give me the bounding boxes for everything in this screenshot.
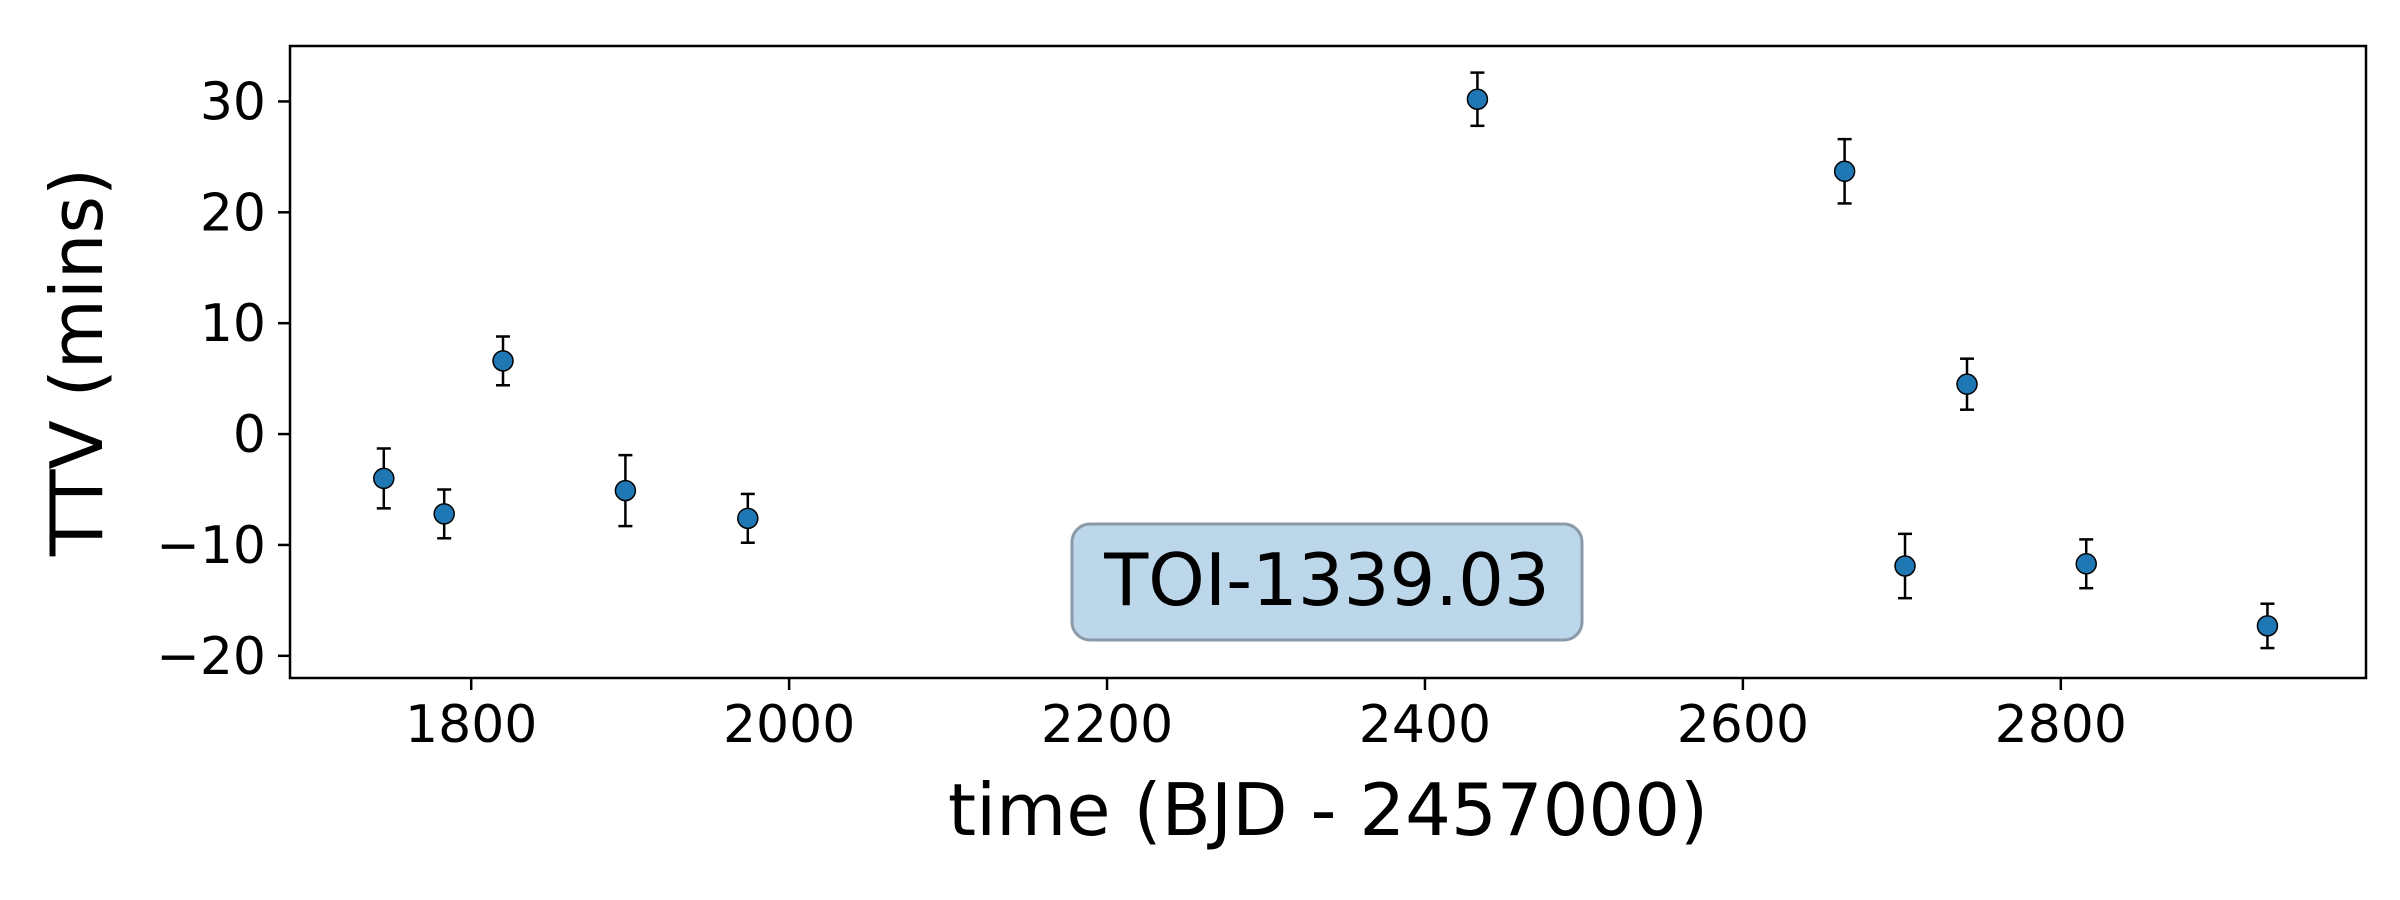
y-tick-label: −10 bbox=[156, 516, 266, 576]
marker bbox=[1833, 160, 1856, 183]
annotation-label: TOI-1339.03 bbox=[1103, 538, 1550, 622]
marker bbox=[373, 467, 395, 490]
x-axis-title: time (BJD - 2457000) bbox=[948, 768, 1708, 852]
plot-frame bbox=[288, 44, 2368, 680]
data-point bbox=[1894, 532, 1916, 600]
marker bbox=[614, 479, 637, 502]
x-tick-label: 1800 bbox=[405, 695, 537, 755]
x-tick-label: 2800 bbox=[1995, 695, 2127, 755]
marker bbox=[433, 503, 455, 525]
data-point bbox=[433, 488, 455, 540]
data-point bbox=[2075, 538, 2097, 590]
data-points bbox=[373, 71, 2279, 650]
data-point bbox=[1956, 357, 1978, 411]
annotation-box: TOI-1339.03 bbox=[1070, 522, 1584, 642]
y-axis-title: TTV (mins) bbox=[35, 168, 119, 557]
x-tick-label: 2200 bbox=[1041, 695, 1173, 755]
marker bbox=[737, 507, 759, 530]
y-tick-label: 20 bbox=[200, 183, 266, 243]
marker bbox=[492, 350, 514, 372]
data-point bbox=[2256, 602, 2279, 650]
marker bbox=[1956, 373, 1978, 395]
y-axis: −20 −10 0 10 20 30 bbox=[156, 72, 290, 687]
data-point bbox=[492, 335, 514, 387]
x-axis: 1800 2000 2200 2400 2600 2800 bbox=[405, 678, 2127, 755]
data-point bbox=[373, 447, 395, 510]
annotation-background bbox=[1070, 522, 1584, 642]
x-tick-label: 2600 bbox=[1677, 695, 1809, 755]
x-tick-label: 2000 bbox=[723, 695, 855, 755]
x-tick-label: 2400 bbox=[1359, 695, 1491, 755]
data-point bbox=[614, 453, 637, 528]
y-tick-label: −20 bbox=[156, 627, 266, 687]
y-tick-label: 30 bbox=[200, 72, 266, 132]
data-point bbox=[1466, 71, 1489, 128]
marker bbox=[2256, 615, 2279, 637]
marker bbox=[1466, 88, 1489, 110]
data-point bbox=[737, 492, 759, 544]
data-point bbox=[1833, 137, 1856, 205]
y-tick-label: 0 bbox=[233, 405, 266, 465]
marker bbox=[1894, 555, 1916, 577]
marker bbox=[2075, 553, 2097, 575]
y-tick-label: 10 bbox=[200, 294, 266, 354]
